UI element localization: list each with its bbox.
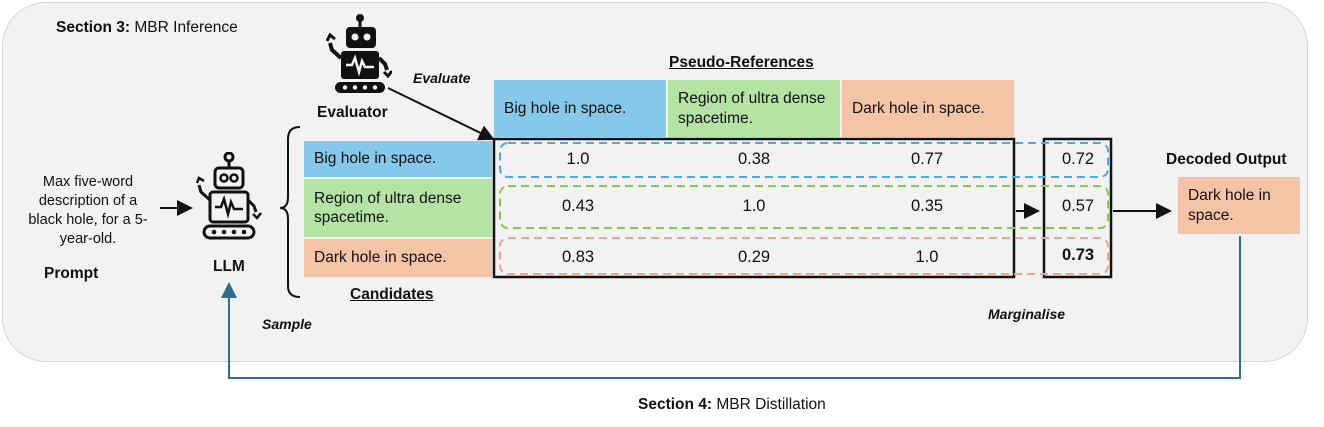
decoded-output-box: Dark hole in space. xyxy=(1178,177,1300,234)
marginal-score-1: 0.72 xyxy=(1061,150,1095,168)
score-2-2: 1.0 xyxy=(742,197,766,215)
sample-label: Sample xyxy=(262,316,312,332)
prompt-text: Max five-word description of a black hol… xyxy=(28,174,148,247)
marginal-score-2: 0.57 xyxy=(1061,197,1095,215)
candidate-2: Region of ultra dense spacetime. xyxy=(304,179,492,237)
score-matrix-box xyxy=(492,137,1016,279)
score-3-3: 1.0 xyxy=(915,248,939,266)
score-3-1: 0.83 xyxy=(561,248,595,266)
evaluate-arrow xyxy=(387,87,495,141)
section-4-label: Section 4: MBR Distillation xyxy=(638,396,826,413)
pseudo-reference-2: Region of ultra dense spacetime. xyxy=(668,80,840,137)
evaluate-label: Evaluate xyxy=(413,70,471,86)
row-1-dashed-outline xyxy=(499,142,1109,178)
evaluator-robot-icon xyxy=(326,14,392,93)
candidate-1: Big hole in space. xyxy=(304,141,492,177)
row-3-dashed-outline xyxy=(499,237,1109,275)
candidates-label: Candidates xyxy=(350,286,434,303)
marginalise-label: Marginalise xyxy=(988,306,1066,322)
score-1-1: 1.0 xyxy=(566,150,590,168)
pseudo-reference-3: Dark hole in space. xyxy=(842,80,1014,137)
section-3-label: Section 3: MBR Inference xyxy=(56,19,238,36)
score-3-2: 0.29 xyxy=(737,248,771,266)
marginal-box xyxy=(1042,137,1113,279)
decoded-output-label: Decoded Output xyxy=(1166,151,1287,168)
pseudo-references-label: Pseudo-References xyxy=(669,54,814,71)
pseudo-reference-1: Big hole in space. xyxy=(494,80,666,137)
candidates-bracket xyxy=(279,126,301,298)
mbr-inference-panel xyxy=(2,2,1308,362)
candidate-3: Dark hole in space. xyxy=(304,239,492,277)
distillation-loop-arrow xyxy=(221,236,1241,379)
prompt-label: Prompt xyxy=(44,265,99,282)
score-1-3: 0.77 xyxy=(910,150,944,168)
score-2-1: 0.43 xyxy=(561,197,595,215)
llm-robot-icon xyxy=(196,152,262,240)
score-2-3: 0.35 xyxy=(910,197,944,215)
row-2-dashed-outline xyxy=(499,185,1109,229)
score-1-2: 0.38 xyxy=(737,150,771,168)
llm-label: LLM xyxy=(213,258,245,275)
evaluator-label: Evaluator xyxy=(317,104,388,121)
marginal-score-best: 0.73 xyxy=(1061,246,1095,264)
